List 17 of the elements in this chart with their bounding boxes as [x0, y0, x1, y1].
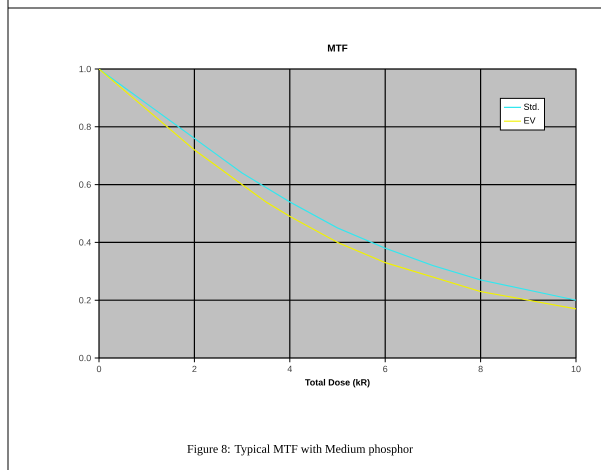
- y-tick-label: 0.0: [79, 354, 91, 362]
- x-tick-label: 4: [288, 366, 292, 372]
- y-tick-label: 1.0: [79, 66, 91, 72]
- legend-label: EV: [524, 117, 536, 124]
- caption: Figure 8: Typical MTF with Medium phosphor: [187, 444, 413, 456]
- x-tick-label: 8: [478, 366, 483, 372]
- y-tick-label: 0.2: [79, 297, 91, 304]
- x-axis-title: Total Dose (kR): [305, 378, 370, 388]
- chart-title: MTF: [328, 44, 348, 52]
- x-tick-label: 2: [192, 366, 196, 372]
- x-tick-label: 0: [96, 366, 102, 372]
- x-tick-label: 10: [572, 366, 581, 372]
- legend-label: Std.: [524, 103, 539, 110]
- y-tick-label: 0.8: [79, 124, 91, 130]
- y-tick-label: 0.6: [79, 181, 91, 188]
- y-tick-label: 0.4: [79, 239, 91, 246]
- x-tick-label: 6: [383, 366, 388, 372]
